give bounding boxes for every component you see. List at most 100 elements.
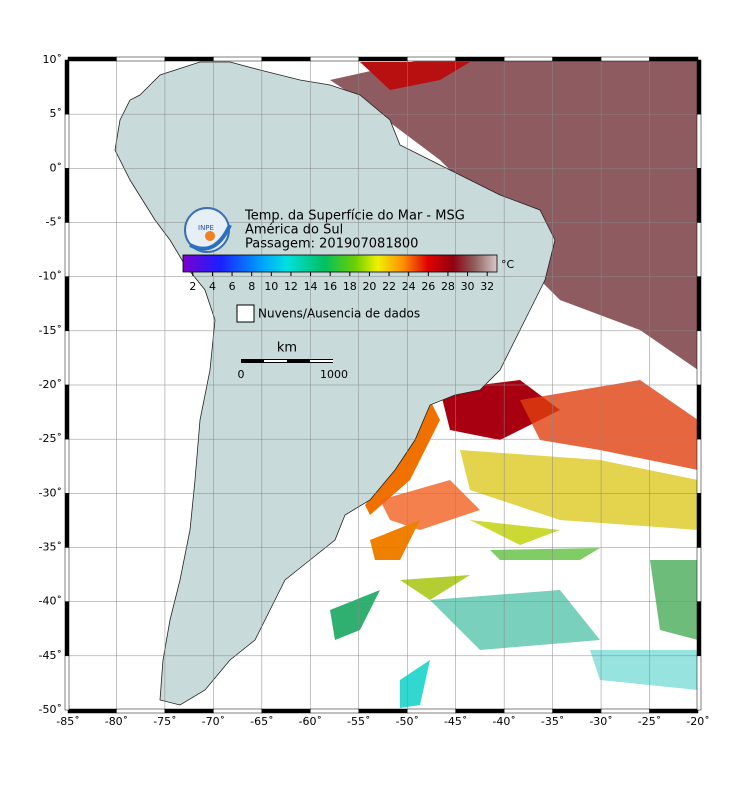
frame-segment <box>64 276 70 332</box>
frame-segment <box>455 708 505 714</box>
x-tick-label: -45˚ <box>444 715 467 728</box>
y-tick-label: 0˚ <box>50 161 63 174</box>
colorbar-tick-label: 18 <box>343 280 357 293</box>
frame-segment <box>164 708 214 714</box>
frame-segment <box>406 56 456 62</box>
frame-segment <box>600 56 650 62</box>
scale-bar-segment <box>310 360 333 362</box>
frame-segment <box>552 708 602 714</box>
y-tick-label: -50˚ <box>39 703 62 716</box>
colorbar-tick-label: 16 <box>323 280 337 293</box>
x-tick-label: -70˚ <box>202 715 225 728</box>
frame-segment <box>164 56 214 62</box>
pass: Passagem: 201907081800 <box>245 237 418 252</box>
y-tick-label: -5˚ <box>46 216 62 229</box>
colorbar-tick-label: 2 <box>189 280 196 293</box>
y-tick-label: -15˚ <box>39 324 62 337</box>
frame-segment <box>696 113 702 169</box>
frame-segment <box>64 601 70 657</box>
frame-segment <box>696 222 702 277</box>
frame-segment <box>64 168 70 223</box>
frame-segment <box>64 113 70 169</box>
colorbar <box>182 254 498 273</box>
frame-segment <box>696 438 702 494</box>
colorbar-tick-label: 22 <box>382 280 396 293</box>
frame-segment <box>310 56 360 62</box>
frame-segment <box>64 59 70 115</box>
colorbar-tick-label: 4 <box>209 280 216 293</box>
colorbar-tick-label: 20 <box>362 280 376 293</box>
frame-segment <box>552 56 602 62</box>
scale-end: 1000 <box>320 368 348 381</box>
frame-segment <box>64 222 70 277</box>
colorbar-tick-label: 32 <box>480 280 494 293</box>
frame-segment <box>64 547 70 602</box>
frame-segment <box>649 708 699 714</box>
y-tick-label: -20˚ <box>39 378 62 391</box>
y-tick-label: -25˚ <box>39 432 62 445</box>
x-tick-label: -60˚ <box>299 715 322 728</box>
frame-segment <box>213 708 263 714</box>
frame-segment <box>358 708 408 714</box>
frame-segment <box>455 56 505 62</box>
frame-segment <box>406 708 456 714</box>
frame-segment <box>696 168 702 223</box>
colorbar-tick-label: 24 <box>402 280 416 293</box>
colorbar-tick-label: 14 <box>304 280 318 293</box>
logo-text: INPE <box>198 224 214 232</box>
frame-segment <box>67 708 117 714</box>
x-tick-label: -20˚ <box>686 715 709 728</box>
frame-segment <box>261 56 311 62</box>
frame-segment <box>116 56 166 62</box>
colorbar-tick-label: 28 <box>441 280 455 293</box>
x-tick-label: -25˚ <box>638 715 661 728</box>
y-tick-label: -10˚ <box>39 270 62 283</box>
frame-segment <box>696 655 702 711</box>
x-tick-label: -75˚ <box>153 715 176 728</box>
frame-segment <box>64 384 70 440</box>
x-tick-label: -35˚ <box>541 715 564 728</box>
colorbar-tick-label: 6 <box>229 280 236 293</box>
x-tick-label: -55˚ <box>347 715 370 728</box>
x-tick-label: -85˚ <box>56 715 79 728</box>
frame-segment <box>600 708 650 714</box>
x-tick-label: -40˚ <box>492 715 515 728</box>
frame-segment <box>116 708 166 714</box>
colorbar-tick-label: 10 <box>264 280 278 293</box>
x-tick-label: -30˚ <box>589 715 612 728</box>
colorbar-unit: °C <box>501 258 515 271</box>
logo: INPE <box>184 207 232 253</box>
frame-segment <box>696 493 702 548</box>
frame-segment <box>503 56 553 62</box>
frame-segment <box>696 601 702 657</box>
x-tick-label: -50˚ <box>395 715 418 728</box>
y-tick-label: -35˚ <box>39 541 62 554</box>
frame-segment <box>696 547 702 602</box>
frame-segment <box>67 56 117 62</box>
y-tick-label: 5˚ <box>50 107 63 120</box>
title: Temp. da Superfície do Mar - MSG <box>244 209 465 224</box>
legend-label: Nuvens/Ausencia de dados <box>258 307 420 321</box>
colorbar-tick-label: 30 <box>461 280 475 293</box>
scale-bar-segment <box>264 360 287 362</box>
frame-segment <box>696 276 702 332</box>
frame-segment <box>64 438 70 494</box>
frame-segment <box>649 56 699 62</box>
colorbar-tick-label: 8 <box>248 280 255 293</box>
y-tick-label: 10˚ <box>43 53 63 66</box>
frame-segment <box>64 493 70 548</box>
frame-segment <box>64 655 70 711</box>
colorbar-tick-label: 12 <box>284 280 298 293</box>
frame-segment <box>503 708 553 714</box>
colorbar-tick-label: 26 <box>421 280 435 293</box>
x-tick-label: -65˚ <box>250 715 273 728</box>
frame-segment <box>261 708 311 714</box>
y-tick-label: -45˚ <box>39 649 62 662</box>
scale-start: 0 <box>238 368 245 381</box>
frame-segment <box>696 330 702 386</box>
frame-segment <box>696 384 702 440</box>
frame-segment <box>213 56 263 62</box>
y-tick-label: -40˚ <box>39 595 62 608</box>
frame-ticks <box>64 56 702 714</box>
